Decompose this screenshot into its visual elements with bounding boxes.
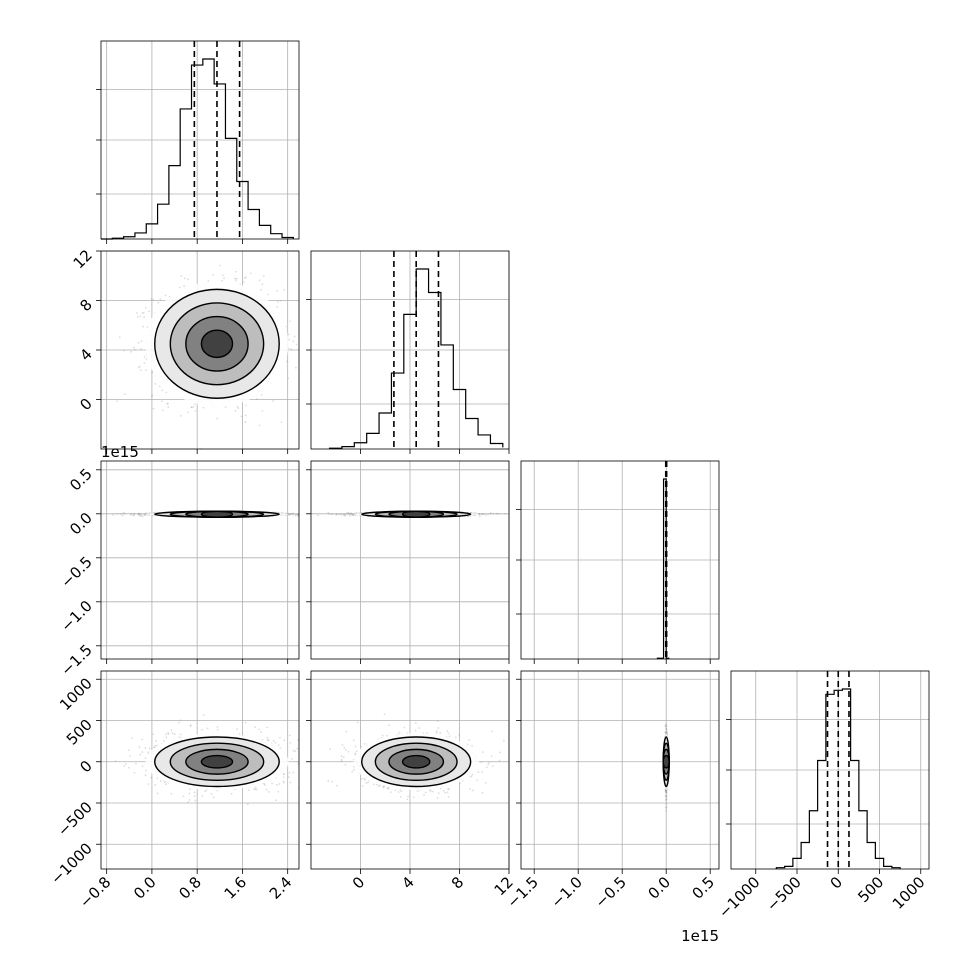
contour-1-2-3	[361, 510, 472, 518]
x-tick-label-2-1: −1.0	[548, 873, 586, 911]
contour-0-1-0	[200, 329, 234, 359]
pair-panel-0-3	[96, 670, 300, 874]
x-tick-label-0-4: 2.4	[266, 873, 296, 903]
x-offset-label-2: 1e15	[681, 927, 719, 945]
x-axis-labels: −0.8 0.0 0.8 1.6 2.4 0 4 8 12−1.5 −1.0 −0.5 0.0 0.51…	[76, 873, 929, 945]
contour-1-3-3	[361, 736, 472, 788]
contour-0-1-2	[169, 302, 265, 386]
x-tick-label-2-2: −0.5	[592, 873, 630, 911]
contour-2-3-3	[662, 736, 670, 788]
y-tick-label-3-1: −500	[54, 798, 96, 840]
x-tick-label-1-0: 0	[349, 873, 368, 892]
contour-0-1-1	[185, 315, 249, 372]
y-tick-label-3-3: 500	[63, 716, 96, 749]
x-tick-label-3-0: −1000	[715, 873, 764, 922]
contour-0-2-3	[154, 510, 280, 518]
pair-panel-0-1	[96, 250, 300, 454]
contour-0-3-3	[154, 736, 280, 788]
pair-panel-0-2	[96, 460, 300, 664]
x-tick-label-1-1: 4	[398, 873, 417, 892]
y-tick-label-1-1: 4	[76, 345, 95, 364]
y-tick-label-1-2: 8	[76, 296, 95, 315]
x-tick-label-3-1: −500	[763, 873, 805, 915]
x-tick-label-3-4: 1000	[889, 873, 929, 913]
y-tick-label-2-3: 0.0	[66, 509, 96, 539]
marginal-panel-2	[516, 460, 720, 664]
y-tick-label-1-0: 0	[76, 395, 95, 414]
y-tick-label-2-4: 0.5	[66, 465, 96, 495]
contour-1-3-1	[388, 748, 445, 775]
pair-panel-2-3	[516, 670, 720, 874]
x-tick-label-2-3: 0.0	[644, 873, 674, 903]
contour-0-3-1	[185, 748, 249, 775]
pair-panel-1-2	[306, 460, 510, 664]
contour-0-1-3	[154, 288, 280, 399]
pair-panel-1-3	[306, 670, 510, 874]
y-axis-labels: 0 4 8 12 −1.5 −1.0 −0.5 0.0 0.5 1e15 −1000−500 0 500…	[47, 246, 139, 888]
x-tick-label-3-3: 500	[854, 873, 887, 906]
histogram-0	[101, 58, 294, 240]
x-tick-label-3-2: 0	[827, 873, 846, 892]
marginal-panel-1	[306, 250, 510, 454]
y-tick-label-3-2: 0	[76, 757, 95, 776]
histogram-3	[775, 688, 901, 869]
x-tick-label-0-1: 0.0	[130, 873, 160, 903]
x-tick-label-0-0: −0.8	[76, 873, 114, 911]
x-tick-label-0-3: 1.6	[221, 873, 251, 903]
y-offset-label-2: 1e15	[101, 443, 139, 461]
y-tick-label-2-2: −0.5	[57, 553, 95, 591]
contour-0-3-0	[200, 754, 234, 769]
y-tick-label-2-0: −1.5	[57, 641, 95, 679]
y-tick-label-1-3: 12	[70, 246, 96, 272]
y-tick-label-3-0: −1000	[47, 839, 96, 888]
x-tick-label-0-2: 0.8	[175, 873, 205, 903]
marginal-panel-3	[726, 670, 930, 874]
histogram-2	[656, 478, 670, 659]
y-tick-label-2-1: −1.0	[57, 597, 95, 635]
x-tick-label-1-2: 8	[448, 873, 467, 892]
y-tick-label-3-4: 1000	[56, 674, 96, 714]
contour-0-3-2	[169, 742, 265, 782]
marginal-panel-0	[96, 40, 300, 244]
x-tick-label-2-4: 0.5	[688, 873, 718, 903]
contour-1-3-0	[401, 754, 431, 769]
contour-1-3-2	[374, 742, 458, 782]
